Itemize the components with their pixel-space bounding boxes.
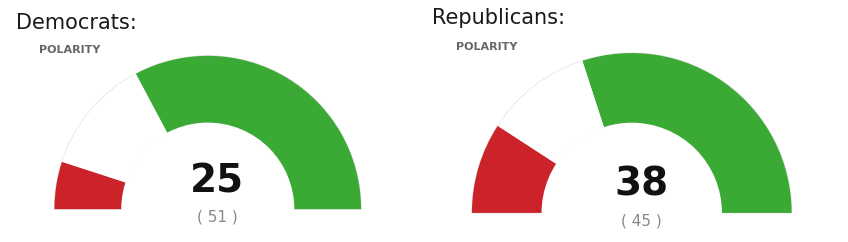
Wedge shape (472, 126, 556, 213)
Wedge shape (136, 56, 361, 209)
Text: 25: 25 (190, 163, 244, 201)
Text: POLARITY: POLARITY (39, 45, 101, 55)
Wedge shape (583, 53, 791, 213)
Text: ( 45 ): ( 45 ) (621, 213, 661, 228)
Wedge shape (54, 162, 126, 209)
Text: POLARITY: POLARITY (456, 42, 517, 52)
Wedge shape (62, 74, 167, 183)
Wedge shape (498, 61, 604, 164)
Circle shape (542, 123, 722, 242)
Wedge shape (54, 56, 361, 209)
Circle shape (122, 123, 293, 242)
Text: Republicans:: Republicans: (432, 8, 565, 28)
Text: ( 51 ): ( 51 ) (197, 209, 237, 224)
Text: 38: 38 (614, 165, 668, 203)
Text: Democrats:: Democrats: (16, 13, 137, 33)
Wedge shape (472, 53, 791, 213)
